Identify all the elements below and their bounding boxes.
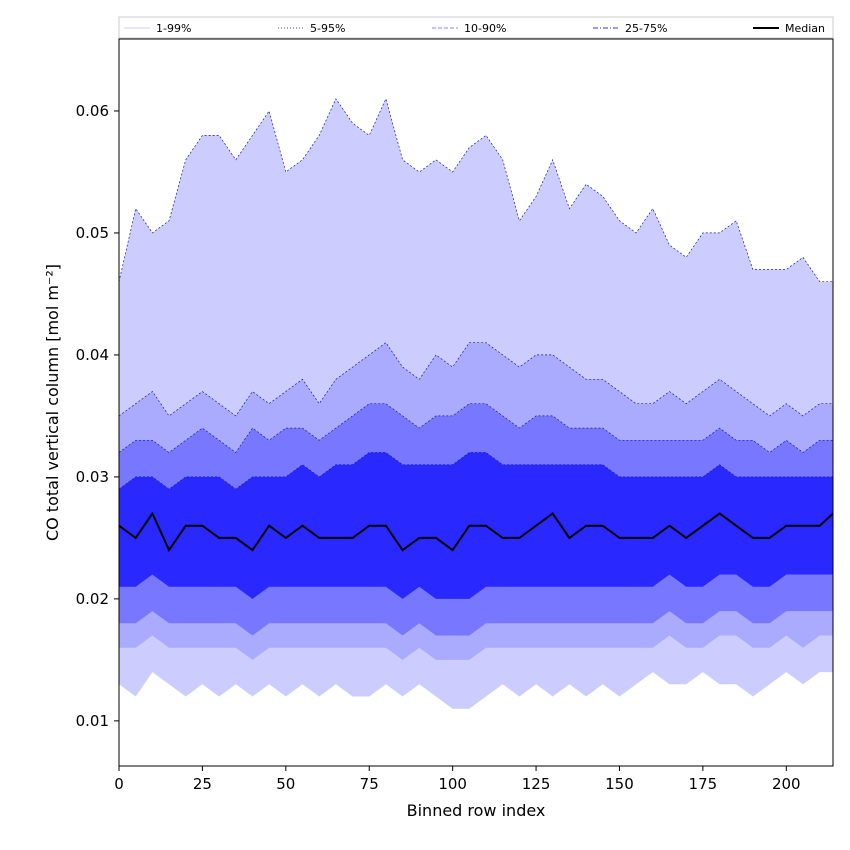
legend: 1-99% 5-95% 10-90% 25-75% Median [118,16,834,39]
y-tick-label-1: 0.02 [76,590,109,608]
band-edge-2 [118,403,833,453]
x-tick-label-2: 50 [276,775,295,793]
legend-label-0: 1-99% [156,22,191,35]
legend-label-1: 5-95% [310,22,345,35]
x-tick-label-0: 0 [114,775,124,793]
y-tick-label-2: 0.03 [76,468,109,486]
x-axis-label: Binned row index [407,801,546,820]
band-edge-1 [118,342,833,417]
y-tick-label-0: 0.01 [76,712,109,730]
x-axis-ticks: 0 25 50 75 100 125 150 175 200 [114,766,801,793]
y-tick-label-5: 0.06 [76,102,109,120]
percentile-bands [118,97,833,709]
median-layer [118,511,834,553]
x-tick-label-3: 75 [360,775,379,793]
y-tick-label-3: 0.04 [76,346,109,364]
x-tick-label-4: 100 [438,775,467,793]
median-line [118,511,834,553]
legend-label-4: Median [785,22,825,35]
axes-frame [118,38,834,767]
x-tick-label-5: 125 [522,775,551,793]
legend-label-2: 10-90% [464,22,506,35]
x-tick-label-6: 150 [605,775,634,793]
y-axis-label: CO total vertical column [mol m⁻²] [43,264,62,541]
x-tick-label-1: 25 [193,775,212,793]
legend-box [118,16,834,39]
x-tick-label-8: 200 [772,775,801,793]
band-edge-0 [118,97,833,283]
y-axis-ticks: 0.01 0.02 0.03 0.04 0.05 0.06 [76,102,119,730]
legend-items: 1-99% 5-95% 10-90% 25-75% Median [124,22,825,35]
x-tick-label-7: 175 [689,775,718,793]
band-edge-3 [118,452,833,490]
legend-label-3: 25-75% [625,22,667,35]
y-tick-label-4: 0.05 [76,224,109,242]
